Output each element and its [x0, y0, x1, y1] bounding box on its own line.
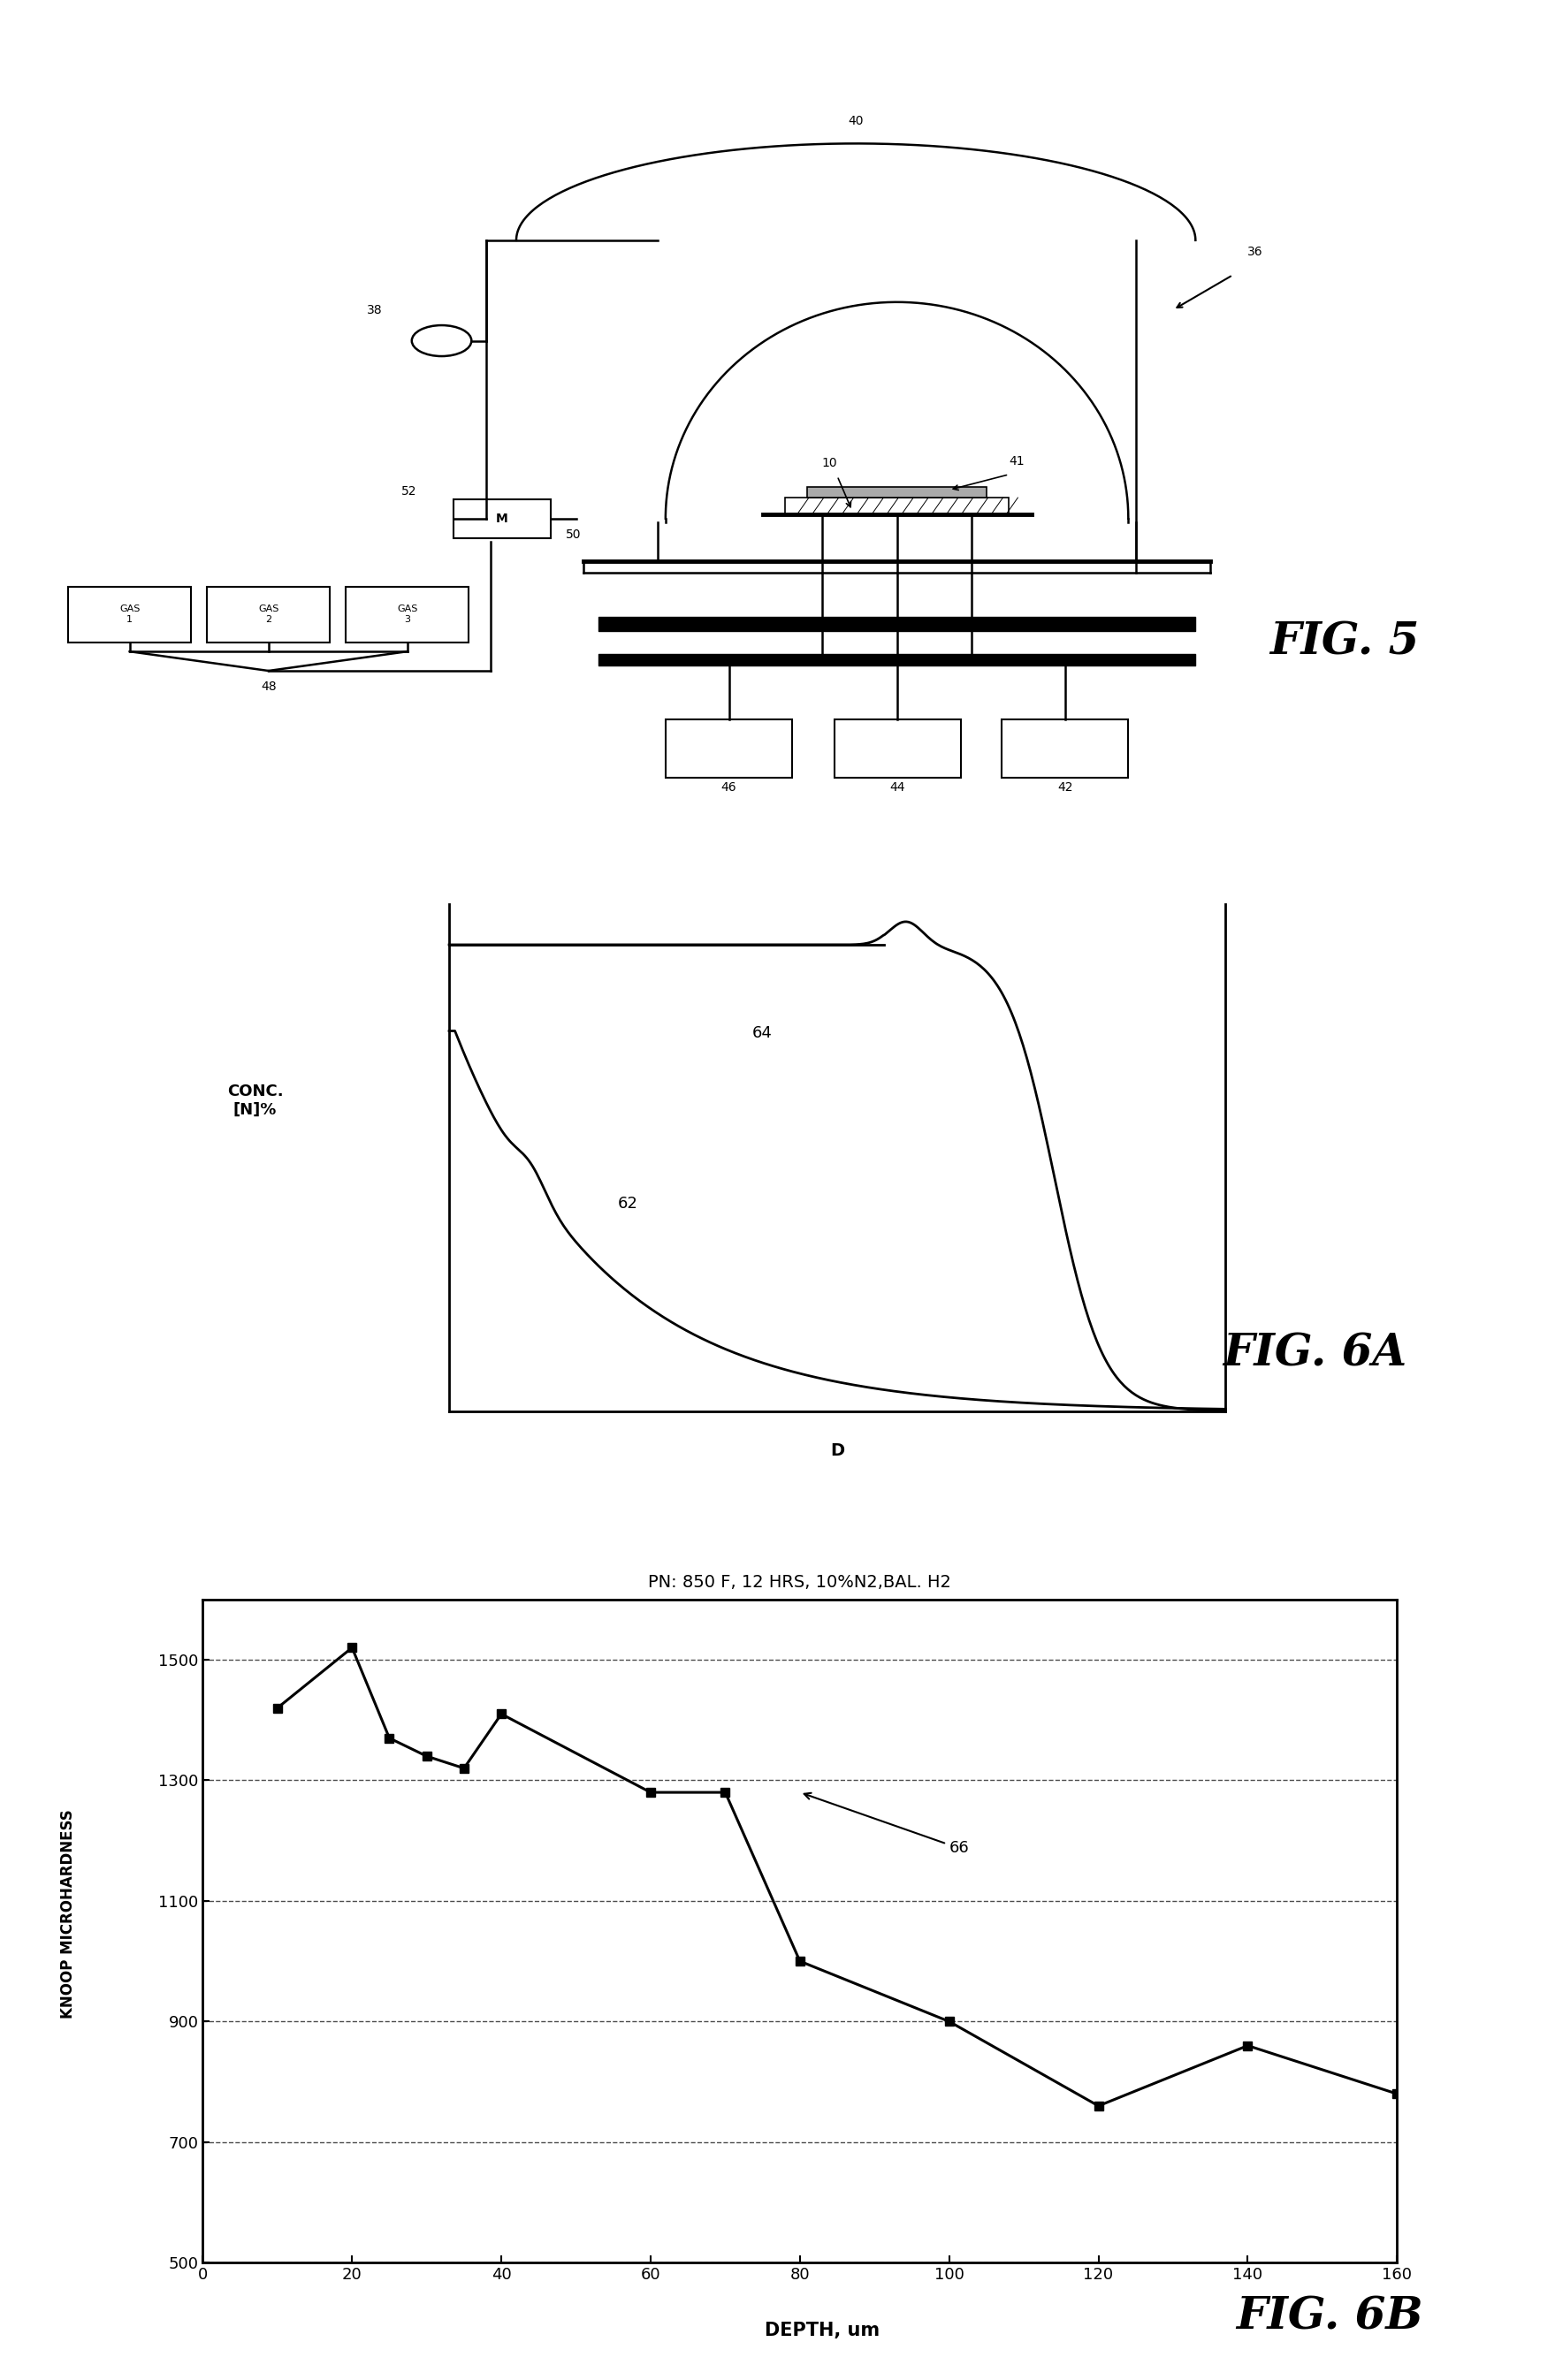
Text: 41: 41: [1009, 455, 1025, 469]
Text: 52: 52: [401, 486, 417, 497]
Bar: [785, 497, 1009, 514]
Bar: [454, 500, 550, 538]
Text: 36: 36: [1247, 245, 1263, 259]
Text: GAS
1: GAS 1: [120, 605, 140, 624]
Text: 50: 50: [566, 528, 582, 540]
Text: 62: 62: [617, 1197, 639, 1211]
Text: 40: 40: [847, 114, 863, 126]
Bar: [1001, 719, 1129, 778]
Text: 64: 64: [753, 1026, 773, 1040]
Bar: [207, 585, 330, 643]
Bar: [68, 585, 191, 643]
Text: GAS
2: GAS 2: [258, 605, 278, 624]
Bar: [807, 488, 986, 497]
Text: 38: 38: [367, 305, 383, 317]
Text: CONC.
[N]%: CONC. [N]%: [227, 1083, 283, 1119]
Text: FIG. 5: FIG. 5: [1270, 621, 1420, 664]
Text: 46: 46: [722, 781, 737, 795]
Text: DEPTH, um: DEPTH, um: [765, 2320, 880, 2340]
Text: FIG. 6B: FIG. 6B: [1236, 2297, 1423, 2340]
Text: 42: 42: [1057, 781, 1073, 795]
Text: FIG. 6A: FIG. 6A: [1222, 1333, 1407, 1376]
Bar: [833, 719, 961, 778]
Text: D: D: [830, 1442, 844, 1459]
Text: 44: 44: [889, 781, 905, 795]
Bar: [347, 585, 468, 643]
Text: GAS
3: GAS 3: [397, 605, 418, 624]
Text: 48: 48: [261, 681, 277, 693]
Text: KNOOP MICROHARDNESS: KNOOP MICROHARDNESS: [61, 1809, 76, 2018]
Text: M: M: [496, 512, 508, 524]
Bar: [666, 719, 793, 778]
Text: 10: 10: [823, 457, 838, 469]
